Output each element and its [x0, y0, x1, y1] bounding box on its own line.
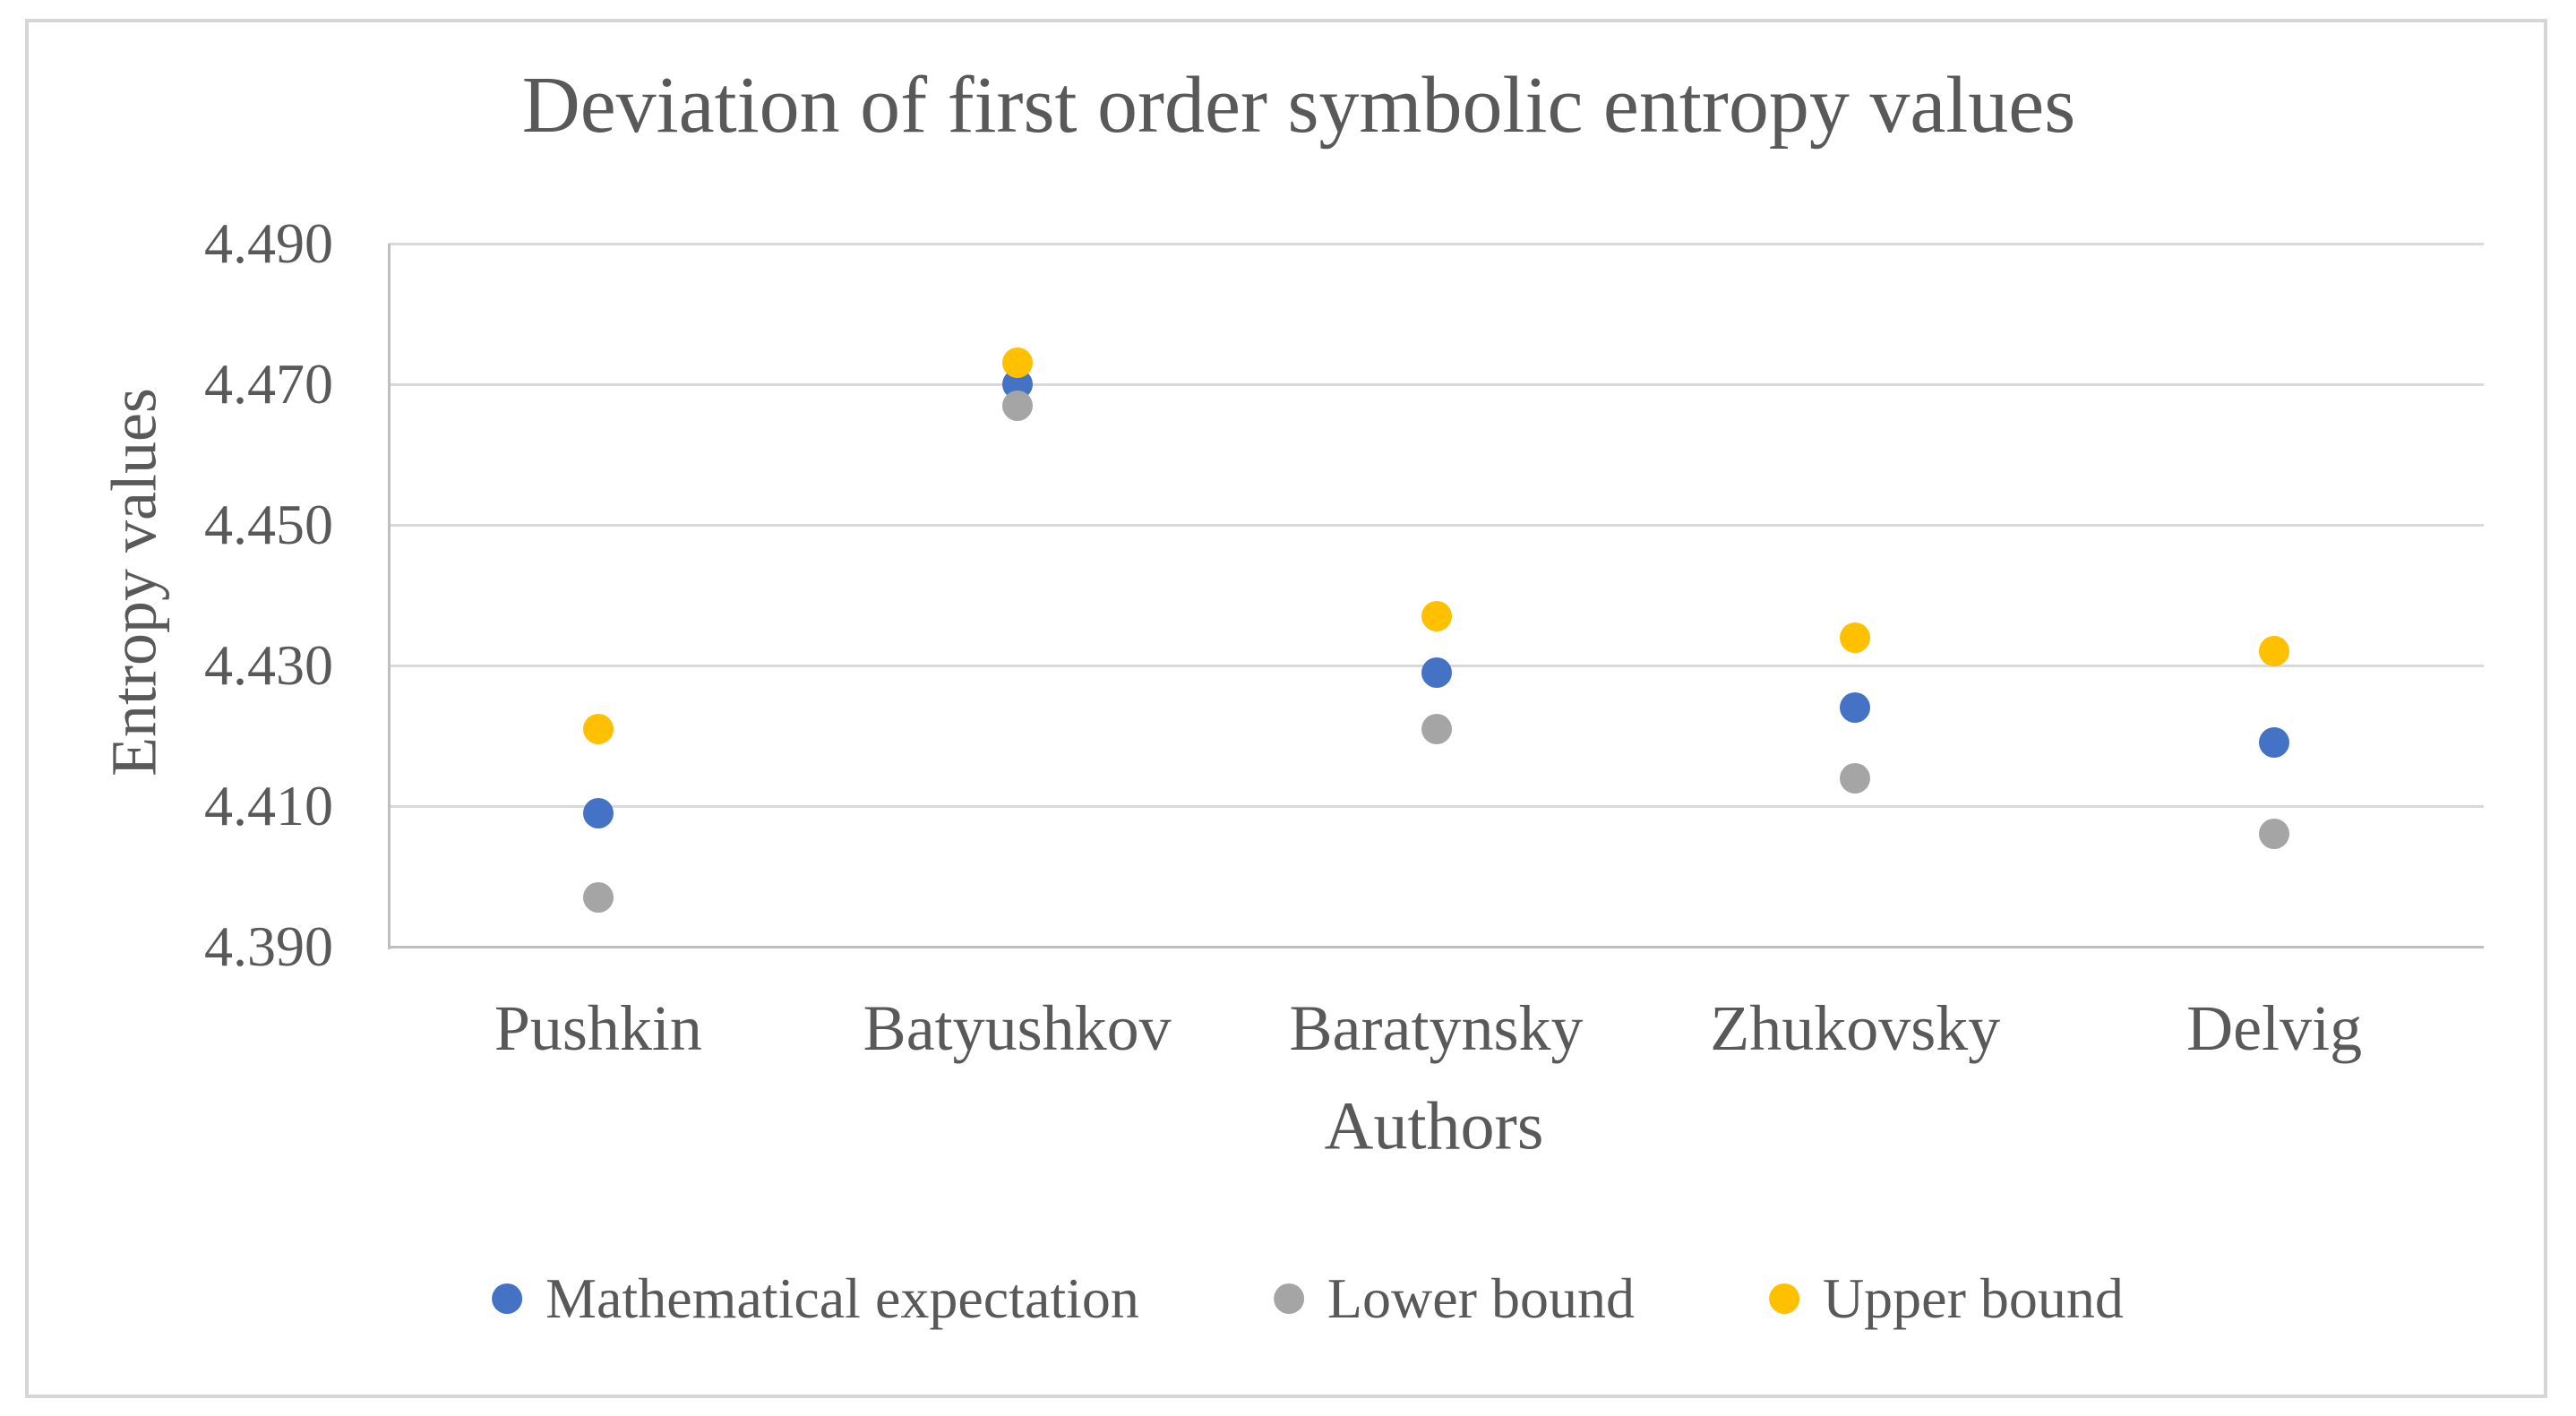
x-axis-category-label: Delvig [2186, 992, 2363, 1064]
data-point-marker [2259, 819, 2290, 850]
x-axis-category-label: Batyushkov [863, 992, 1172, 1064]
data-point-marker [582, 713, 614, 744]
gridline [389, 804, 2484, 808]
y-axis-line [387, 244, 391, 949]
chart-title: Deviation of first order symbolic entrop… [521, 61, 2076, 150]
data-point-marker [1840, 622, 1871, 653]
x-axis-category-label: Pushkin [494, 992, 702, 1064]
data-point-marker [582, 797, 614, 828]
data-point-marker [2259, 636, 2290, 667]
data-point-marker [1840, 762, 1871, 794]
legend-marker-lower-bound-icon [1273, 1283, 1304, 1314]
x-axis-title: Authors [1324, 1088, 1544, 1164]
data-point-marker [582, 882, 614, 914]
data-point-marker [1421, 713, 1452, 744]
legend-label: Upper bound [1822, 1266, 2124, 1330]
x-axis-category-label: Baratynsky [1289, 992, 1584, 1064]
gridline [389, 382, 2484, 386]
data-point-marker [2259, 727, 2290, 759]
legend-marker-mathematical-expectation-icon [492, 1283, 523, 1314]
legend-item: Lower bound [1273, 1266, 1635, 1332]
y-axis-tick-label: 4.490 [204, 211, 333, 275]
y-axis-tick-label: 4.470 [204, 352, 333, 416]
figure-border [25, 19, 2547, 1398]
x-axis-category-label: Zhukovsky [1710, 992, 2001, 1064]
gridline [389, 523, 2484, 527]
y-axis-title: Entropy values [98, 388, 170, 777]
legend-item: Upper bound [1768, 1266, 2124, 1332]
y-axis-tick-label: 4.450 [204, 493, 333, 556]
chart-legend: Mathematical expectation Lower bound Upp… [492, 1266, 2124, 1332]
data-point-marker [1001, 348, 1033, 379]
y-axis-tick-label: 4.390 [204, 914, 333, 978]
x-axis-line [389, 945, 2484, 948]
data-point-marker [1001, 390, 1033, 421]
gridline [389, 242, 2484, 245]
legend-marker-upper-bound-icon [1768, 1283, 1799, 1314]
legend-label: Lower bound [1327, 1266, 1635, 1330]
legend-label: Mathematical expectation [545, 1266, 1139, 1330]
data-point-marker [1421, 601, 1452, 632]
data-point-marker [1840, 692, 1871, 724]
y-axis-tick-label: 4.410 [204, 774, 333, 837]
y-axis-tick-label: 4.430 [204, 633, 333, 697]
legend-item: Mathematical expectation [492, 1266, 1139, 1332]
data-point-marker [1421, 657, 1452, 688]
